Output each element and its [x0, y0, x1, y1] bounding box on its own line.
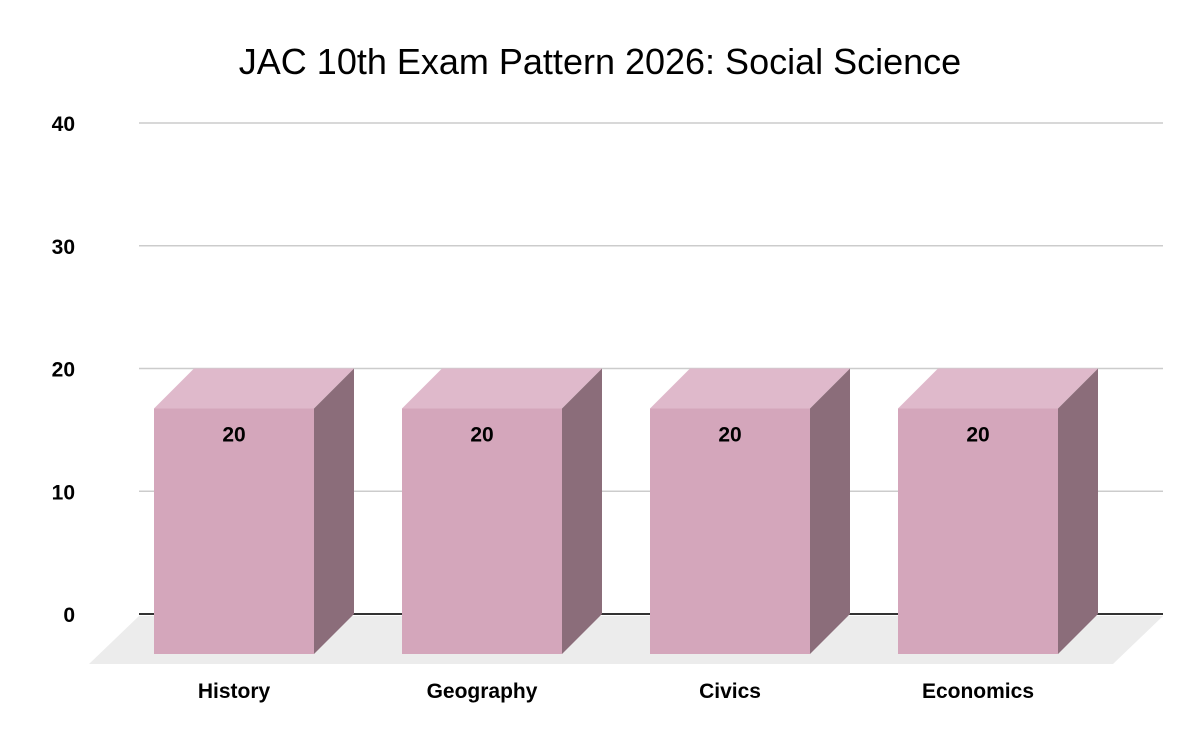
bar-top-face [402, 368, 602, 409]
bar-front-face [650, 408, 810, 654]
bar-top-face [154, 368, 354, 409]
bar-front-face [402, 408, 562, 654]
bar [898, 368, 1098, 654]
y-tick-label: 30 [52, 236, 75, 259]
bar [402, 368, 602, 654]
bar-top-face [650, 368, 850, 409]
bar-top-face [898, 368, 1098, 409]
chart-title: JAC 10th Exam Pattern 2026: Social Scien… [239, 41, 961, 82]
bar [650, 368, 850, 654]
data-label: 20 [718, 424, 741, 447]
floor [89, 616, 1163, 664]
y-tick-label: 0 [63, 604, 75, 627]
x-tick-label: Civics [699, 680, 761, 703]
x-tick-label: Geography [427, 680, 538, 703]
bar-front-face [898, 408, 1058, 654]
bar [154, 368, 354, 654]
y-tick-label: 10 [52, 481, 75, 504]
x-tick-label: Economics [922, 680, 1034, 703]
y-tick-label: 40 [52, 113, 75, 136]
bar-side-face [562, 368, 602, 654]
bar-side-face [314, 368, 354, 654]
data-label: 20 [222, 424, 245, 447]
data-label: 20 [470, 424, 493, 447]
bar-side-face [1058, 368, 1098, 654]
data-label: 20 [966, 424, 989, 447]
bar-front-face [154, 408, 314, 654]
x-tick-label: History [198, 680, 271, 703]
bar-side-face [810, 368, 850, 654]
y-tick-label: 20 [52, 359, 75, 382]
